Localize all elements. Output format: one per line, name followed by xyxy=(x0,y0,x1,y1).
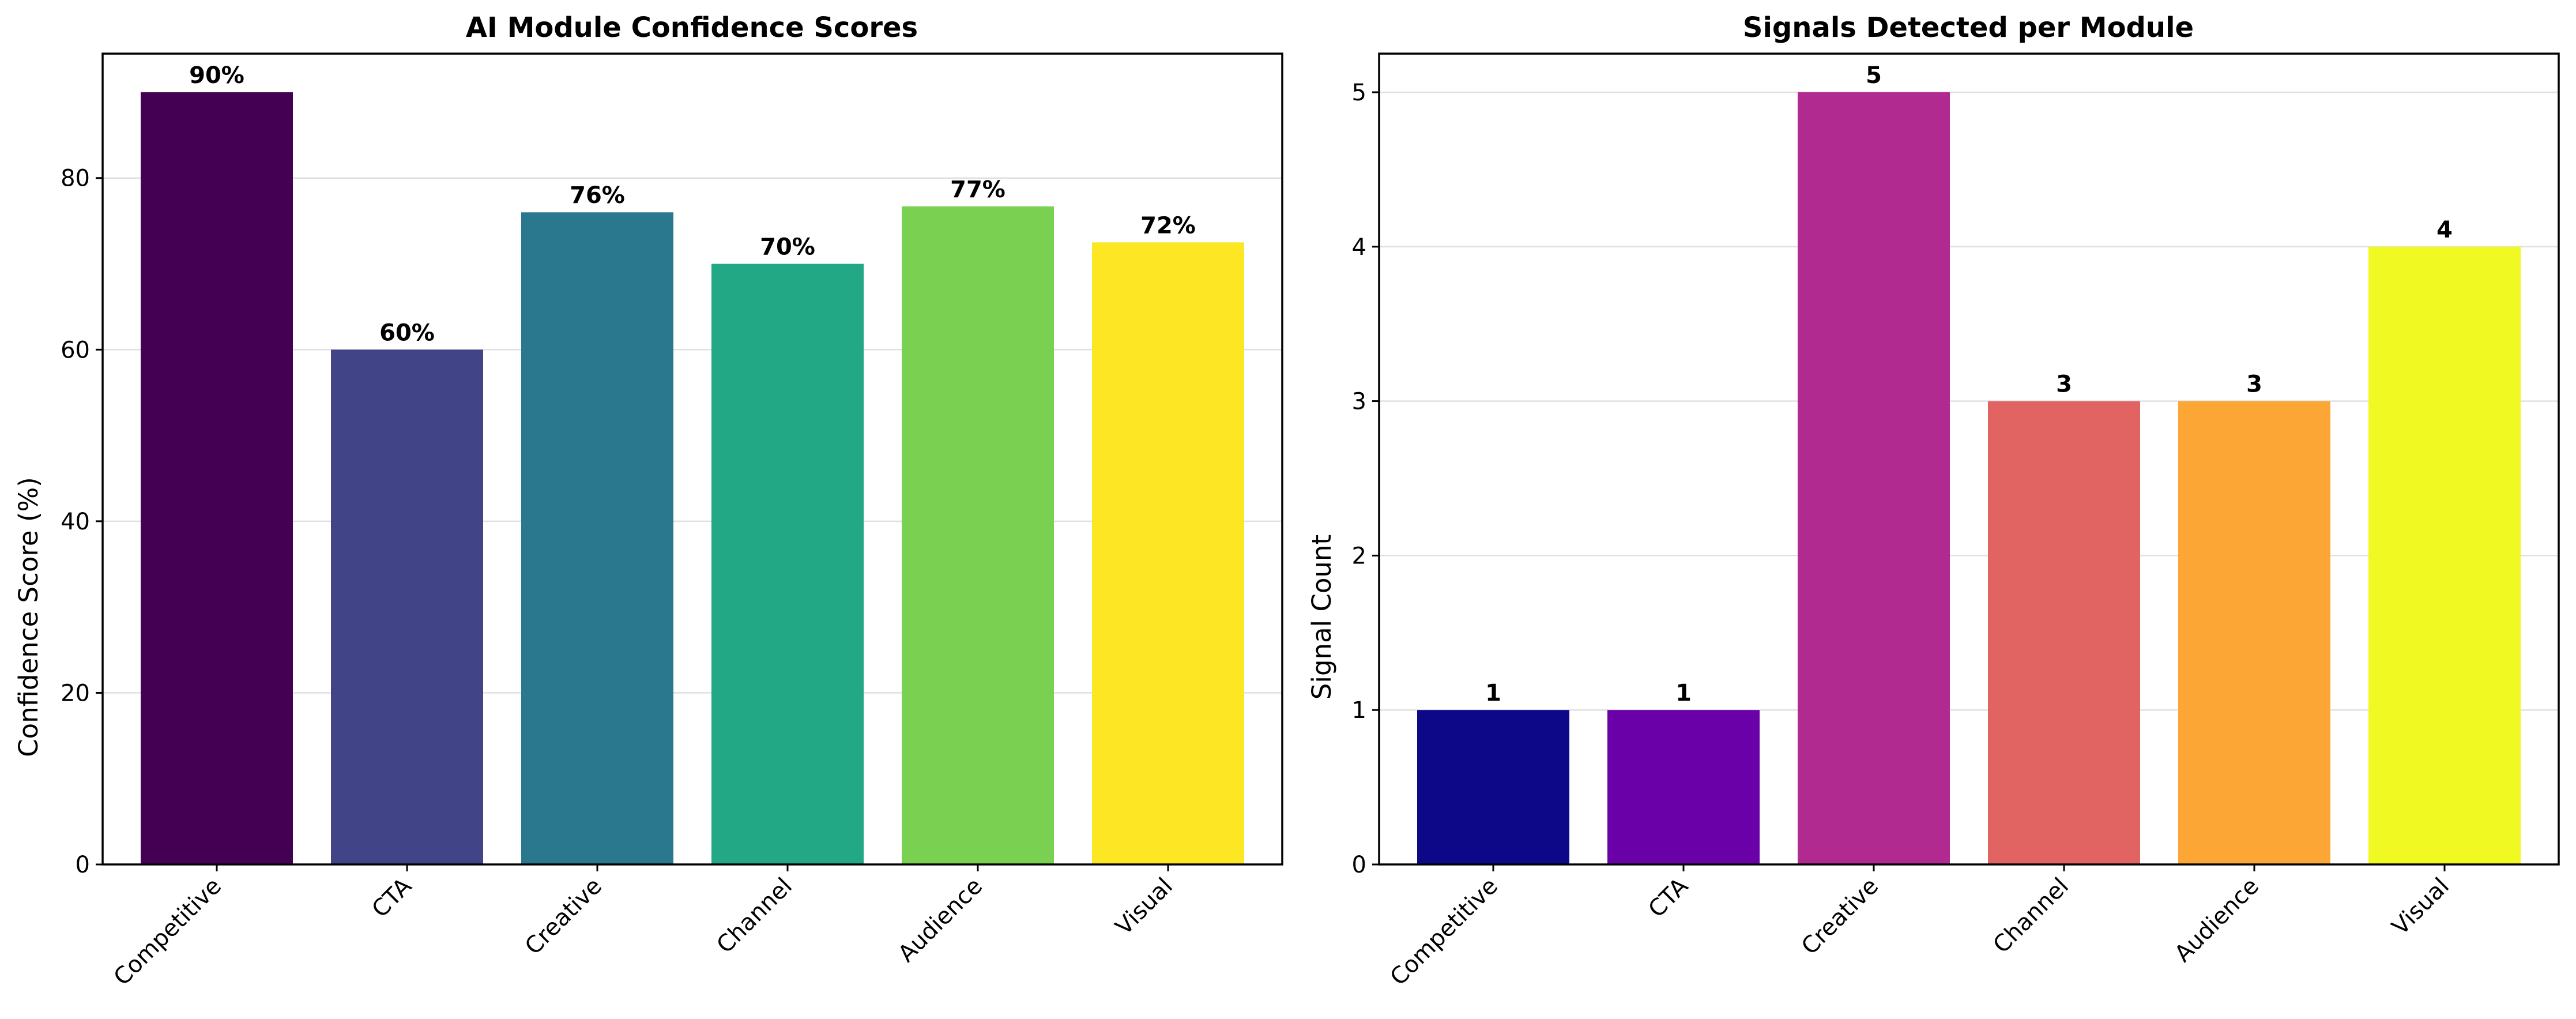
bar-value-label: 4 xyxy=(2436,217,2453,243)
x-tick-label: Competitive xyxy=(109,873,227,991)
plot-frame xyxy=(101,52,1283,866)
y-tick-label: 3 xyxy=(1352,389,1366,415)
y-tick-label: 2 xyxy=(1352,543,1366,569)
bar-value-label: 3 xyxy=(2056,371,2072,398)
bar-competitive xyxy=(1417,710,1569,864)
bar-audience xyxy=(902,206,1054,864)
x-tick-label: CTA xyxy=(367,873,417,923)
bar-value-label: 70% xyxy=(760,234,815,261)
y-tick-label: 1 xyxy=(1352,697,1366,724)
y-axis-label: Signal Count xyxy=(1306,535,1337,700)
y-tick-label: 40 xyxy=(61,509,90,535)
bar-cta xyxy=(1607,710,1760,864)
bar-competitive xyxy=(141,92,293,864)
bar-value-label: 76% xyxy=(570,182,625,209)
x-tick-label: Creative xyxy=(520,873,607,960)
bar-value-label: 1 xyxy=(1675,680,1692,706)
bar-value-label: 77% xyxy=(950,176,1005,203)
y-tick-label: 20 xyxy=(61,680,90,706)
bar-creative xyxy=(521,212,673,865)
y-tick-label: 80 xyxy=(61,166,90,192)
x-tick-label: Audience xyxy=(893,873,988,968)
bar-visual xyxy=(2368,246,2521,864)
y-tick-label: 4 xyxy=(1352,234,1366,261)
y-tick-label: 0 xyxy=(1352,852,1366,878)
x-tick-label: Channel xyxy=(711,873,797,959)
bar-channel xyxy=(711,264,864,864)
x-tick-label: Audience xyxy=(2170,873,2264,968)
y-axis-label: Confidence Score (%) xyxy=(13,477,44,757)
bar-value-label: 1 xyxy=(1485,680,1501,706)
bar-visual xyxy=(1092,242,1244,864)
y-tick-label: 5 xyxy=(1352,80,1366,106)
x-tick-label: Creative xyxy=(1797,873,1884,960)
confidence-chart: AI Module Confidence Scores Confidence S… xyxy=(13,12,1283,991)
bar-value-label: 5 xyxy=(1866,62,1882,89)
bar-cta xyxy=(331,349,483,864)
plot-frame xyxy=(1378,52,2560,866)
signals-chart: Signals Detected per Module Signal Count… xyxy=(1306,12,2560,991)
x-tick-label: Visual xyxy=(2387,873,2454,941)
y-tick-label: 60 xyxy=(61,337,90,363)
bar-value-label: 60% xyxy=(379,319,435,346)
chart-title: AI Module Confidence Scores xyxy=(466,12,918,44)
y-tick-label: 0 xyxy=(76,852,90,878)
chart-title: Signals Detected per Module xyxy=(1743,12,2194,44)
bar-value-label: 72% xyxy=(1140,212,1196,239)
x-tick-label: Competitive xyxy=(1385,873,1504,991)
bar-creative xyxy=(1798,92,1950,864)
x-tick-label: CTA xyxy=(1643,873,1693,923)
bar-value-label: 3 xyxy=(2246,371,2262,398)
x-tick-label: Channel xyxy=(1988,873,2074,959)
bar-channel xyxy=(1988,401,2140,864)
x-tick-label: Visual xyxy=(1110,873,1178,941)
bar-audience xyxy=(2178,401,2330,864)
bar-value-label: 90% xyxy=(189,62,244,89)
